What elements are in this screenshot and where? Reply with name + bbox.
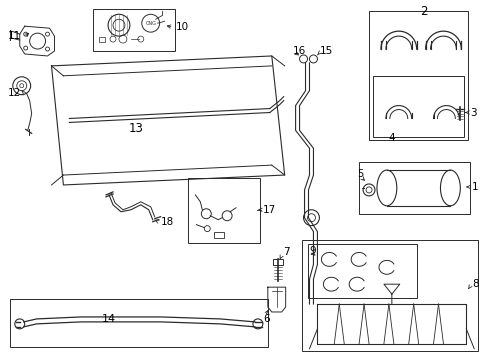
Text: 7: 7 [282, 247, 289, 257]
Text: 3: 3 [469, 108, 476, 117]
Text: 2: 2 [419, 5, 426, 18]
Bar [372, 76, 463, 137]
Bar [272, 260, 282, 265]
Text: 4: 4 [388, 133, 395, 143]
Text: 5: 5 [356, 169, 363, 179]
Bar [93, 9, 174, 51]
Text: 12: 12 [8, 88, 21, 98]
Text: 1: 1 [471, 182, 478, 192]
Bar [368, 11, 468, 140]
Bar [301, 239, 477, 351]
Bar [10, 299, 267, 347]
Bar [214, 231, 224, 238]
Text: 6: 6 [263, 314, 269, 324]
Text: 14: 14 [102, 314, 116, 324]
Bar [307, 243, 416, 298]
Text: 18: 18 [161, 217, 174, 227]
Text: 16: 16 [292, 46, 305, 56]
Text: 10: 10 [175, 22, 188, 32]
Text: 15: 15 [319, 46, 332, 56]
Text: 13: 13 [129, 122, 143, 135]
Text: 9: 9 [309, 247, 315, 256]
Text: 11: 11 [8, 31, 21, 41]
Text: 17: 17 [263, 205, 276, 215]
Bar [358, 162, 469, 214]
Bar [188, 178, 259, 243]
Bar [99, 37, 105, 42]
Text: 8: 8 [471, 279, 478, 289]
Text: CNG: CNG [145, 21, 156, 26]
